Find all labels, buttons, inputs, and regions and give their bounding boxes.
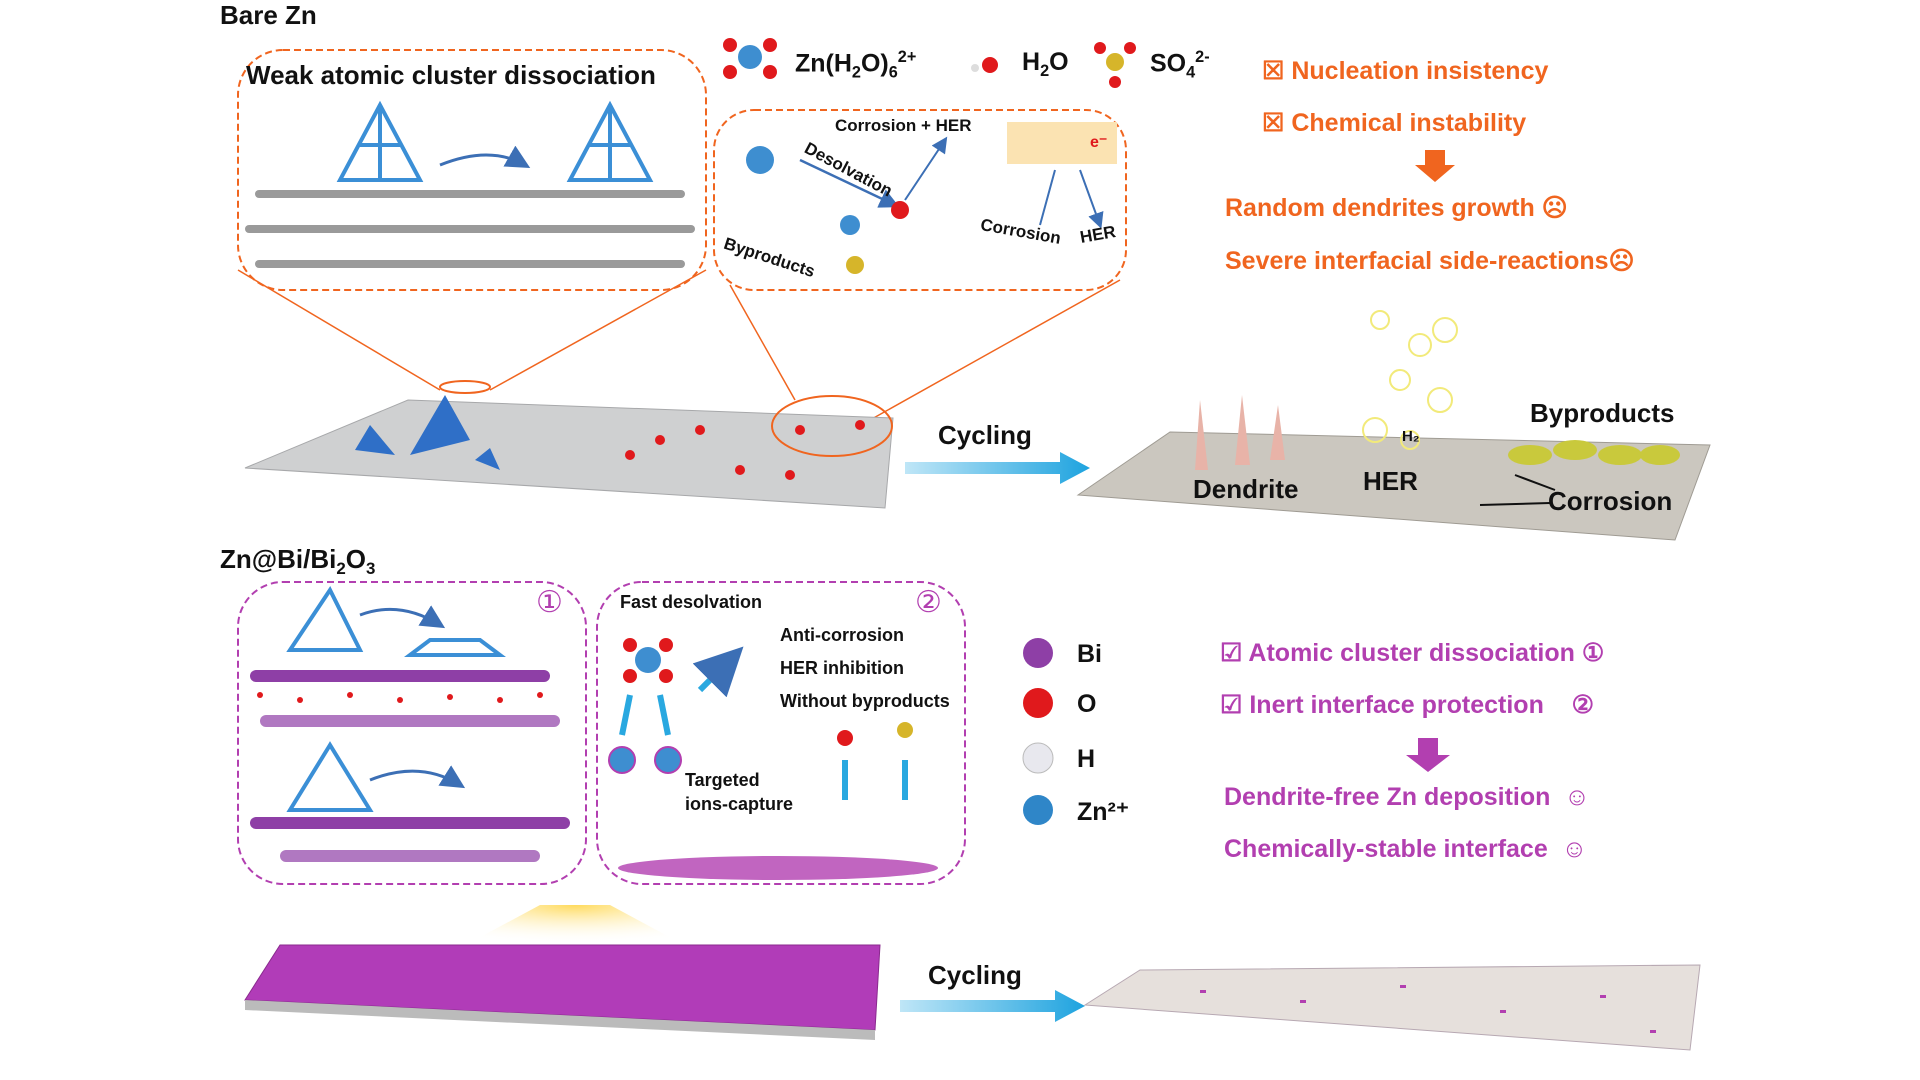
her-after-label: HER [1363, 466, 1418, 496]
dendrite-label: Dendrite [1193, 474, 1299, 504]
legend-water: H2O [1022, 48, 1069, 80]
water-electron-box [1007, 122, 1117, 164]
cycling-arrow-top [905, 452, 1090, 484]
zn-legend-ball [1023, 795, 1053, 825]
corrosion-after-label: Corrosion [1548, 486, 1673, 516]
box2-marker: ② [915, 586, 942, 619]
legend-h: H [1077, 745, 1096, 773]
zn-bi-title: Zn@Bi/Bi2O3 [220, 544, 376, 579]
cluster-dissociation-box-bi [237, 581, 587, 885]
result-stable-interface: Chemically-stable interface ☺ [1224, 835, 1588, 863]
ions-capture-label: ions-capture [685, 794, 794, 814]
benefit-interface-protection: ☑ Inert interface protection ② [1220, 691, 1595, 719]
cycled-zn-bi-plate [1083, 964, 1701, 1051]
fast-desolvation-label: Fast desolvation [620, 592, 763, 612]
o-legend-ball [1023, 688, 1053, 718]
result-side-reactions: Severe interfacial side-reactions☹ [1225, 247, 1635, 275]
box1-title: Weak atomic cluster dissociation [246, 60, 656, 90]
purple-down-arrow [1406, 738, 1450, 772]
bare-zn-plate [244, 399, 894, 509]
zn-atom-layers [245, 190, 695, 268]
issue-chemical: ☒ Chemical instability [1262, 109, 1527, 137]
h2-label: H₂ [1402, 428, 1420, 445]
targeted-label: Targeted [685, 770, 760, 790]
bi-legend-ball [1023, 638, 1053, 668]
legend-o: O [1077, 690, 1097, 718]
without-byproducts-label: Without byproducts [780, 691, 950, 711]
reaction-box [713, 109, 1127, 291]
h-legend-ball [1022, 742, 1054, 774]
legend-zn: Zn²⁺ [1077, 798, 1130, 826]
cluster-dissociation-box [237, 49, 707, 291]
legend-zn-hydrate: Zn(H2O)62+ [795, 48, 917, 82]
electron-label: e⁻ [1090, 134, 1108, 151]
cycling-label-bottom: Cycling [928, 960, 1022, 990]
result-dendrites: Random dendrites growth ☹ [1225, 194, 1568, 222]
cluster-pyramid [336, 100, 654, 182]
legend-bi: Bi [1077, 640, 1102, 668]
bare-zn-title: Bare Zn [220, 0, 317, 30]
issue-nucleation: ☒ Nucleation insistency [1262, 57, 1549, 85]
anti-corrosion-label: Anti-corrosion [780, 625, 904, 645]
her-inhibition-label: HER inhibition [780, 658, 904, 678]
orange-down-arrow [1415, 150, 1455, 182]
cycling-arrow-bottom [900, 990, 1085, 1022]
legend-sulfate: SO42- [1150, 48, 1210, 82]
benefit-cluster-dissociation: ☑ Atomic cluster dissociation ① [1220, 639, 1605, 667]
corrosion-her-label: Corrosion + HER [835, 116, 972, 135]
box1-marker: ① [536, 586, 563, 619]
result-dendrite-free: Dendrite-free Zn deposition ☺ [1224, 783, 1590, 811]
byproducts-after-label: Byproducts [1530, 398, 1675, 428]
interface-protection-box [596, 581, 966, 885]
cycling-label-top: Cycling [938, 420, 1032, 450]
